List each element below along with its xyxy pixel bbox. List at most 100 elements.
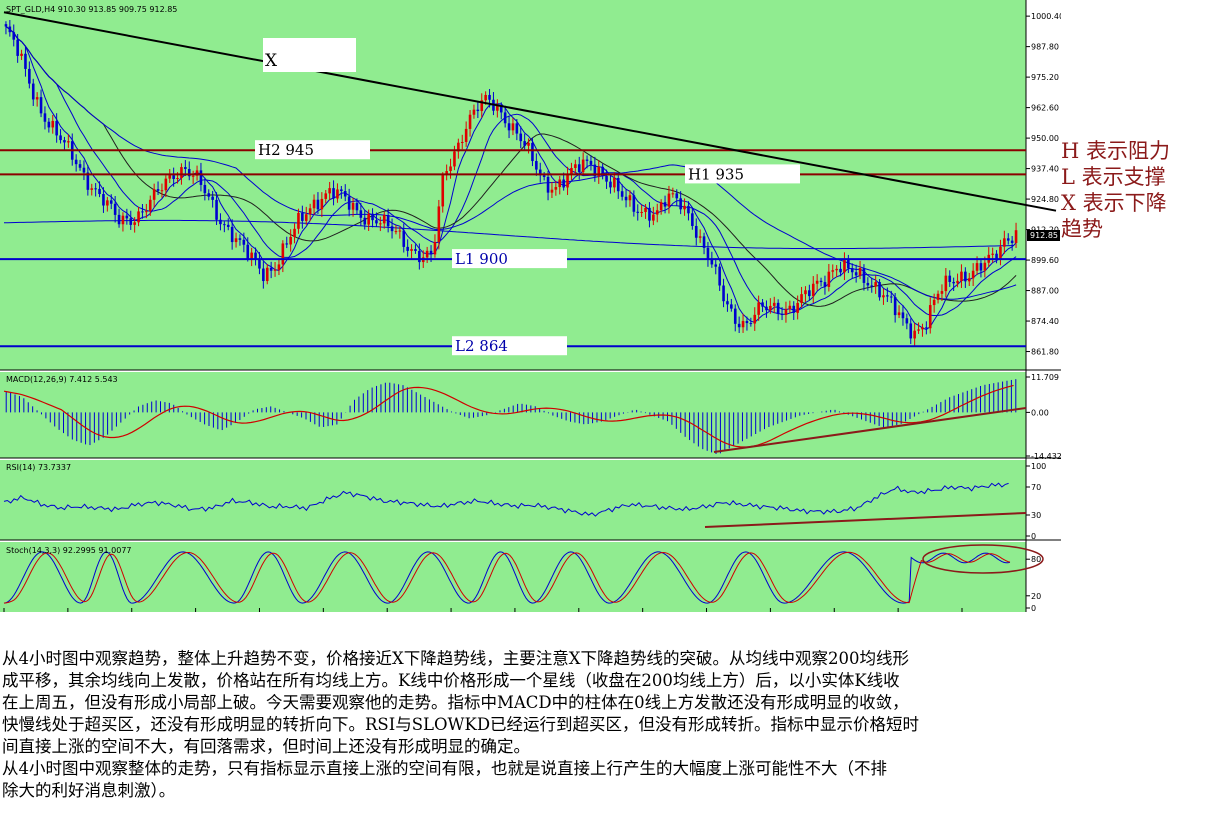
candle-body <box>776 302 780 315</box>
time-axis: 23 Feb 200926 Feb 00:002 Mar 21:005 Mar … <box>3 608 963 612</box>
candle-body <box>589 160 593 165</box>
stoch-panel-bg <box>0 542 1026 612</box>
candle-body <box>468 114 472 129</box>
candle-body <box>109 200 113 204</box>
candle-body <box>203 184 207 194</box>
ma200-line <box>3 219 1015 250</box>
candle-body <box>31 83 35 100</box>
candle-body <box>1010 240 1014 243</box>
candle-body <box>301 212 304 221</box>
legend-line-4: 趋势 <box>1061 217 1103 241</box>
macd-tick-label: -14.432 <box>1031 452 1061 461</box>
candle-body <box>737 323 741 328</box>
candle-body <box>784 309 788 316</box>
stoch-d-line <box>3 551 1011 604</box>
level-label-l2: L2 864 <box>455 337 508 355</box>
candle-body <box>636 211 640 213</box>
candle-body <box>577 164 581 173</box>
candle-body <box>566 174 569 188</box>
candle-body <box>554 187 558 190</box>
chart-area: H2 945 H1 935 L1 900 L2 864 X SPT_GLD,H4 910… <box>0 0 1061 612</box>
candle-body <box>289 236 292 245</box>
candle-body <box>550 189 554 193</box>
candle-body <box>956 280 959 284</box>
candle-body <box>113 203 117 215</box>
candle-body <box>219 219 222 225</box>
legend-line-3: X 表示下降 <box>1061 191 1167 215</box>
candle-body <box>788 305 792 310</box>
axis-bg <box>1026 0 1061 612</box>
candle-body <box>628 195 632 201</box>
rsi-axis: 100 70 30 0 <box>1026 462 1046 541</box>
commentary-line-7: 除大的利好消息刺激）。 <box>2 781 176 800</box>
candle-body <box>43 113 47 122</box>
candle-body <box>336 189 339 199</box>
candle-body <box>691 213 694 226</box>
candle-body <box>722 285 725 302</box>
price-tick-label: 950.00 <box>1031 134 1059 143</box>
candle-body <box>765 306 768 311</box>
macd-axis: 11.709 0.00 -14.432 <box>1026 373 1061 461</box>
candle-body <box>277 264 281 270</box>
macd-title: MACD(12,26,9) 7.412 5.543 <box>6 375 118 384</box>
candle-body <box>242 239 246 245</box>
candle-body <box>928 305 932 329</box>
candle-body <box>733 308 737 324</box>
candle-body <box>262 268 265 282</box>
candle-body <box>137 211 140 223</box>
rsi-tick-label: 100 <box>1031 462 1046 471</box>
candle-body <box>831 270 835 272</box>
candle-body <box>632 195 636 212</box>
candle-body <box>180 167 183 179</box>
candle-body <box>905 318 909 324</box>
candle-body <box>20 53 23 56</box>
candle-body <box>394 231 398 233</box>
candle-body <box>593 164 597 177</box>
moving-average-line <box>5 26 1017 307</box>
candle-body <box>168 175 172 179</box>
candle-body <box>156 189 160 191</box>
candle-body <box>12 32 16 40</box>
candle-body <box>39 97 43 114</box>
commentary-line-3: 在上周五，但没有形成小局部上破。今天需要观察他的走势。指标中MACD中的柱体在0… <box>2 693 909 712</box>
candle-body <box>698 236 702 238</box>
candle-body <box>425 250 429 258</box>
candle-body <box>745 321 749 324</box>
candle-body <box>63 140 66 143</box>
candle-body <box>418 250 421 263</box>
candle-body <box>964 271 967 282</box>
macd-histogram <box>5 379 1017 455</box>
candle-body <box>616 178 620 192</box>
candle-body <box>850 268 854 273</box>
price-tick-label: 962.60 <box>1031 104 1059 113</box>
candle-body <box>667 193 671 207</box>
stoch-tick-label: 80 <box>1031 555 1041 564</box>
price-tick-label: 899.60 <box>1031 256 1059 265</box>
candle-body <box>675 193 679 199</box>
candle-body <box>644 207 647 212</box>
candle-body <box>4 24 8 27</box>
x-downtrend-line <box>3 11 1057 212</box>
candle-body <box>141 211 144 213</box>
candle-body <box>129 218 133 225</box>
candle-body <box>917 329 920 331</box>
candle-body <box>8 26 12 33</box>
candle-body <box>59 135 62 141</box>
candle-body <box>893 297 897 316</box>
candle-body <box>546 176 550 193</box>
candle-body <box>718 266 721 286</box>
candle-body <box>671 193 675 195</box>
candle-body <box>710 259 714 265</box>
candle-body <box>47 121 51 128</box>
candle-body <box>90 188 94 190</box>
candle-body <box>523 141 526 146</box>
candle-body <box>886 295 889 297</box>
commentary-line-1: 从4小时图中观察趋势，整体上升趋势不变，价格接近X下降趋势线，主要注意X下降趋势… <box>2 649 909 668</box>
level-label-box <box>452 249 567 269</box>
candle-body <box>772 302 776 306</box>
candle-body <box>909 323 913 339</box>
candle-body <box>780 314 784 316</box>
candle-body <box>324 193 328 199</box>
candle-body <box>406 246 409 251</box>
candle-body <box>769 305 772 311</box>
